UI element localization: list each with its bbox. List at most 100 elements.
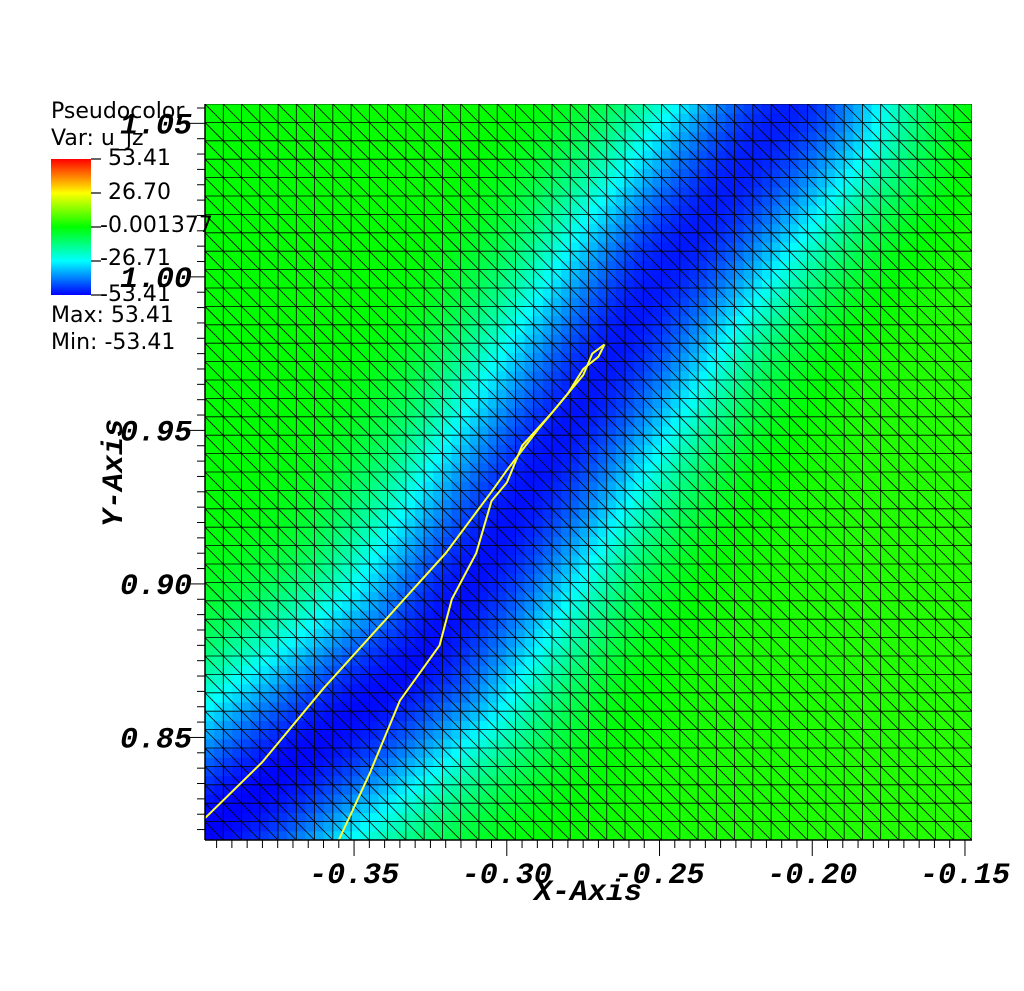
field-cell — [405, 591, 416, 602]
field-cell — [405, 683, 416, 694]
field-cell — [725, 232, 736, 243]
field-cell — [405, 665, 416, 675]
field-cell — [570, 113, 580, 123]
field-cell — [615, 692, 626, 703]
field-cell — [396, 711, 407, 721]
field-cell — [405, 628, 416, 639]
field-cell — [643, 150, 654, 160]
field-cell — [771, 573, 781, 583]
field-cell — [341, 214, 352, 225]
field-cell — [588, 591, 599, 602]
field-cell — [223, 591, 233, 602]
field-cell — [679, 646, 690, 657]
field-cell — [734, 775, 745, 786]
field-cell — [387, 113, 398, 123]
field-cell — [278, 352, 288, 363]
field-cell — [515, 426, 526, 436]
field-cell — [634, 196, 644, 206]
field-cell — [232, 508, 243, 519]
field-cell — [716, 113, 727, 123]
field-cell — [752, 738, 763, 749]
field-cell — [743, 361, 754, 372]
field-cell — [415, 324, 425, 335]
field-cell — [415, 582, 425, 593]
field-cell — [268, 564, 279, 574]
field-cell — [506, 140, 517, 151]
field-cell — [551, 812, 562, 823]
field-cell — [670, 784, 681, 795]
field-cell — [551, 168, 562, 179]
field-cell — [771, 757, 781, 767]
field-cell — [625, 242, 635, 252]
field-cell — [360, 619, 370, 629]
field-cell — [341, 748, 352, 758]
field-cell — [551, 315, 562, 326]
field-cell — [396, 821, 407, 832]
field-cell — [497, 628, 507, 639]
field-cell — [570, 720, 580, 731]
field-cell — [451, 380, 462, 390]
field-cell — [442, 370, 453, 381]
field-cell — [232, 600, 243, 611]
field-cell — [323, 324, 334, 335]
field-cell — [378, 674, 389, 685]
field-cell — [497, 223, 507, 234]
field-cell — [405, 499, 416, 510]
field-cell — [524, 306, 535, 317]
field-cell — [305, 196, 316, 206]
field-cell — [323, 490, 334, 501]
field-cell — [360, 104, 370, 114]
field-cell — [332, 186, 343, 197]
field-cell — [688, 232, 699, 243]
field-cell — [323, 637, 334, 648]
field-cell — [515, 720, 526, 731]
field-cell — [506, 490, 517, 501]
field-cell — [652, 600, 663, 611]
field-cell — [670, 343, 681, 353]
field-cell — [241, 738, 252, 749]
field-cell — [278, 610, 288, 620]
field-cell — [533, 352, 544, 363]
field-cell — [670, 416, 681, 427]
field-cell — [570, 370, 580, 381]
field-cell — [378, 545, 389, 556]
field-cell — [424, 444, 434, 455]
field-cell — [351, 407, 361, 418]
field-cell — [314, 426, 325, 436]
field-cell — [214, 508, 224, 519]
field-cell — [250, 766, 261, 777]
field-cell — [707, 784, 717, 795]
field-cell — [588, 702, 599, 712]
field-cell — [214, 582, 224, 593]
field-cell — [588, 812, 599, 823]
field-cell — [551, 150, 562, 160]
field-cell — [488, 619, 498, 629]
field-cell — [341, 269, 352, 280]
field-cell — [387, 352, 398, 363]
field-cell — [387, 131, 398, 142]
field-cell — [469, 104, 480, 114]
field-cell — [652, 582, 663, 593]
field-cell — [396, 361, 407, 372]
field-cell — [405, 702, 416, 712]
field-cell — [268, 196, 279, 206]
field-cell — [597, 214, 608, 225]
field-cell — [488, 288, 498, 298]
field-cell — [688, 600, 699, 611]
field-cell — [424, 242, 434, 252]
field-cell — [615, 508, 626, 519]
field-cell — [451, 803, 462, 813]
field-cell — [542, 527, 553, 537]
field-cell — [460, 315, 471, 326]
field-cell — [670, 306, 681, 317]
field-cell — [570, 591, 580, 602]
field-cell — [442, 407, 453, 418]
field-cell — [460, 389, 471, 399]
field-cell — [634, 416, 644, 427]
field-cell — [442, 389, 453, 399]
field-cell — [506, 361, 517, 372]
field-cell — [497, 278, 507, 289]
field-cell — [670, 527, 681, 537]
field-cell — [761, 748, 772, 758]
field-cell — [597, 453, 608, 464]
